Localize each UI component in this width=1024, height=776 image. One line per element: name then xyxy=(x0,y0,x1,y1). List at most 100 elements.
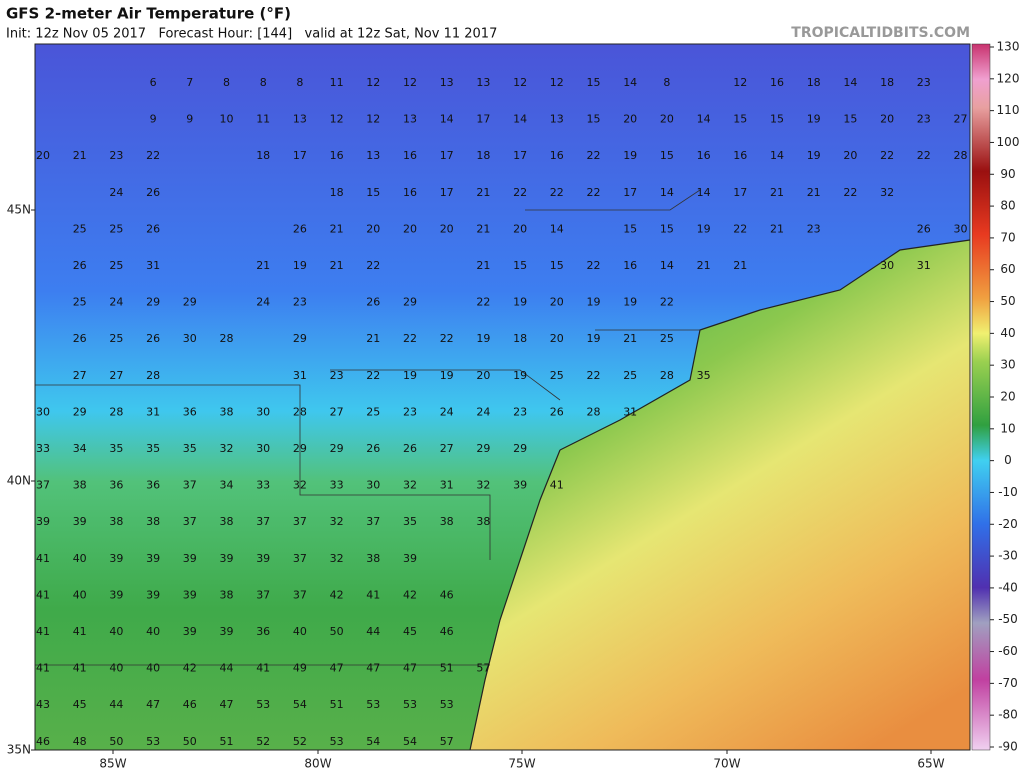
station-value: 29 xyxy=(513,442,527,455)
station-value: 12 xyxy=(733,76,747,89)
station-value: 19 xyxy=(476,332,490,345)
station-value: 24 xyxy=(476,405,490,418)
station-value: 24 xyxy=(109,296,123,309)
coastline xyxy=(469,239,971,751)
station-value: 19 xyxy=(587,332,601,345)
station-value: 42 xyxy=(403,588,417,601)
station-value: 23 xyxy=(917,76,931,89)
station-value: 38 xyxy=(73,479,87,492)
station-value: 22 xyxy=(587,186,601,199)
station-value: 22 xyxy=(366,369,380,382)
station-value: 22 xyxy=(660,296,674,309)
station-value: 40 xyxy=(146,625,160,638)
station-value: 52 xyxy=(293,735,307,748)
station-value: 17 xyxy=(440,186,454,199)
station-value: 41 xyxy=(36,662,50,675)
station-value: 29 xyxy=(73,405,87,418)
station-value: 12 xyxy=(403,76,417,89)
station-value: 8 xyxy=(223,76,230,89)
station-value: 32 xyxy=(293,479,307,492)
station-value: 46 xyxy=(440,625,454,638)
station-value: 22 xyxy=(917,149,931,162)
station-value: 12 xyxy=(513,76,527,89)
station-value: 26 xyxy=(146,332,160,345)
station-value: 31 xyxy=(917,259,931,272)
station-value: 51 xyxy=(220,735,234,748)
station-value: 40 xyxy=(109,662,123,675)
station-value: 32 xyxy=(476,479,490,492)
station-value: 41 xyxy=(36,625,50,638)
subtitle: Init: 12z Nov 05 2017 Forecast Hour: [14… xyxy=(6,27,497,42)
station-value: 41 xyxy=(256,662,270,675)
station-value: 37 xyxy=(36,479,50,492)
colorbar-label: 80 xyxy=(1000,199,1015,213)
station-value: 30 xyxy=(880,259,894,272)
station-value: 37 xyxy=(293,588,307,601)
station-value: 8 xyxy=(663,76,670,89)
station-value: 49 xyxy=(293,662,307,675)
station-value: 24 xyxy=(256,296,270,309)
station-value: 25 xyxy=(109,259,123,272)
station-value: 21 xyxy=(256,259,270,272)
station-value: 25 xyxy=(73,296,87,309)
station-value: 35 xyxy=(403,515,417,528)
station-value: 41 xyxy=(73,625,87,638)
station-value: 20 xyxy=(550,332,564,345)
colorbar xyxy=(971,43,991,751)
station-value: 20 xyxy=(366,222,380,235)
station-value: 16 xyxy=(403,186,417,199)
station-value: 26 xyxy=(146,186,160,199)
station-value: 26 xyxy=(73,259,87,272)
colorbar-label: 70 xyxy=(1000,230,1015,244)
station-value: 53 xyxy=(146,735,160,748)
station-value: 25 xyxy=(550,369,564,382)
station-value: 29 xyxy=(476,442,490,455)
colorbar-label: 50 xyxy=(1000,294,1015,308)
station-value: 44 xyxy=(366,625,380,638)
station-value: 39 xyxy=(146,588,160,601)
colorbar-label: -50 xyxy=(998,612,1018,626)
station-value: 19 xyxy=(440,369,454,382)
station-value: 40 xyxy=(73,588,87,601)
station-value: 18 xyxy=(513,332,527,345)
station-value: 16 xyxy=(403,149,417,162)
station-value: 29 xyxy=(293,332,307,345)
station-value: 26 xyxy=(917,222,931,235)
station-value: 36 xyxy=(109,479,123,492)
station-value: 37 xyxy=(183,515,197,528)
station-value: 17 xyxy=(293,149,307,162)
station-value: 21 xyxy=(476,186,490,199)
station-value: 30 xyxy=(36,405,50,418)
station-value: 22 xyxy=(366,259,380,272)
station-value: 13 xyxy=(403,113,417,126)
station-value: 53 xyxy=(440,698,454,711)
station-value: 15 xyxy=(366,186,380,199)
colorbar-label: -70 xyxy=(998,676,1018,690)
station-value: 41 xyxy=(73,662,87,675)
station-value: 54 xyxy=(293,698,307,711)
station-value: 14 xyxy=(660,259,674,272)
station-value: 24 xyxy=(109,186,123,199)
station-value: 30 xyxy=(954,222,968,235)
station-value: 15 xyxy=(660,222,674,235)
station-value: 39 xyxy=(256,552,270,565)
station-value: 46 xyxy=(183,698,197,711)
station-value: 47 xyxy=(366,662,380,675)
station-value: 36 xyxy=(183,405,197,418)
station-value: 32 xyxy=(330,515,344,528)
station-value: 14 xyxy=(770,149,784,162)
station-value: 39 xyxy=(146,552,160,565)
ocean-field xyxy=(470,240,970,750)
station-value: 20 xyxy=(440,222,454,235)
station-value: 27 xyxy=(109,369,123,382)
station-value: 24 xyxy=(440,405,454,418)
station-value: 37 xyxy=(256,515,270,528)
station-value: 13 xyxy=(550,113,564,126)
station-value: 18 xyxy=(476,149,490,162)
lon-label: 80W xyxy=(304,757,331,771)
station-value: 25 xyxy=(366,405,380,418)
station-value: 16 xyxy=(623,259,637,272)
station-value: 25 xyxy=(109,222,123,235)
station-value: 20 xyxy=(36,149,50,162)
station-value: 23 xyxy=(109,149,123,162)
